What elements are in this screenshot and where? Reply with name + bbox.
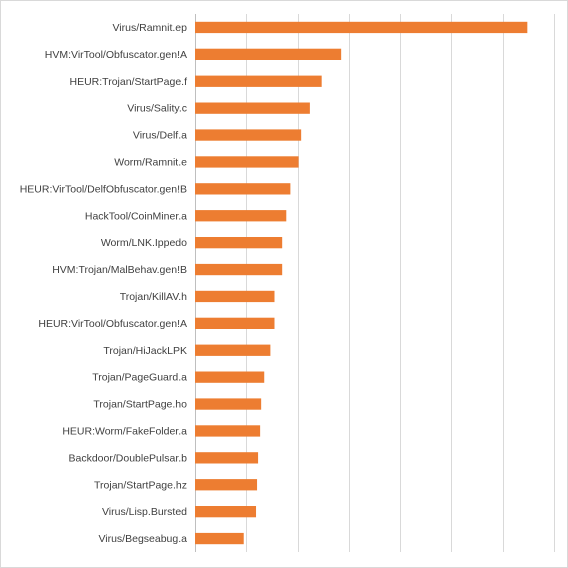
bar: [195, 263, 283, 276]
bar: [195, 479, 258, 491]
category-label: HVM:VirTool/Obfuscator.gen!A: [45, 49, 187, 61]
category-label: Virus/Delf.a: [133, 130, 187, 142]
category-label: Virus/Ramnit.ep: [112, 22, 187, 34]
category-label: Virus/Lisp.Bursted: [102, 506, 187, 518]
bar: [195, 452, 259, 464]
category-label: HVM:Trojan/MalBehav.gen!B: [52, 264, 187, 276]
category-label: Trojan/KillAV.h: [120, 291, 187, 303]
bar: [195, 371, 265, 383]
bar: [195, 317, 275, 329]
bar: [195, 48, 342, 60]
bars: [195, 21, 528, 545]
category-label: Trojan/StartPage.ho: [93, 399, 187, 411]
bar: [195, 290, 275, 303]
bar: [195, 183, 291, 195]
category-label: Virus/Sality.c: [127, 103, 187, 115]
bar: [195, 506, 257, 518]
bar: [195, 532, 244, 545]
bar: [195, 129, 302, 141]
bar: [195, 21, 528, 34]
category-label: HEUR:VirTool/DelfObfuscator.gen!B: [20, 183, 187, 195]
category-label: HEUR:Worm/FakeFolder.a: [62, 425, 187, 437]
bar: [195, 425, 261, 437]
category-label: HEUR:Trojan/StartPage.f: [70, 76, 188, 88]
bar: [195, 102, 310, 114]
bar: [195, 75, 322, 87]
category-label: Virus/Begseabug.a: [98, 533, 187, 545]
category-labels: Virus/Ramnit.ep HVM:VirTool/Obfuscator.ge…: [20, 22, 187, 545]
category-label: HEUR:VirTool/Obfuscator.gen!A: [38, 318, 187, 330]
category-label: HackTool/CoinMiner.a: [85, 210, 187, 222]
gridlines: [195, 14, 555, 552]
category-label: Trojan/HiJackLPK: [103, 345, 187, 357]
category-label: Trojan/StartPage.hz: [94, 479, 187, 491]
category-label: Backdoor/DoublePulsar.b: [69, 452, 188, 464]
bar: [195, 344, 271, 356]
category-label: Worm/LNK.Ippedo: [101, 237, 187, 249]
category-label: Worm/Ramnit.e: [114, 156, 187, 168]
bar: [195, 398, 262, 410]
category-label: Trojan/PageGuard.a: [92, 372, 187, 384]
bar: [195, 156, 299, 168]
bar: [195, 210, 287, 222]
bar: [195, 237, 283, 249]
